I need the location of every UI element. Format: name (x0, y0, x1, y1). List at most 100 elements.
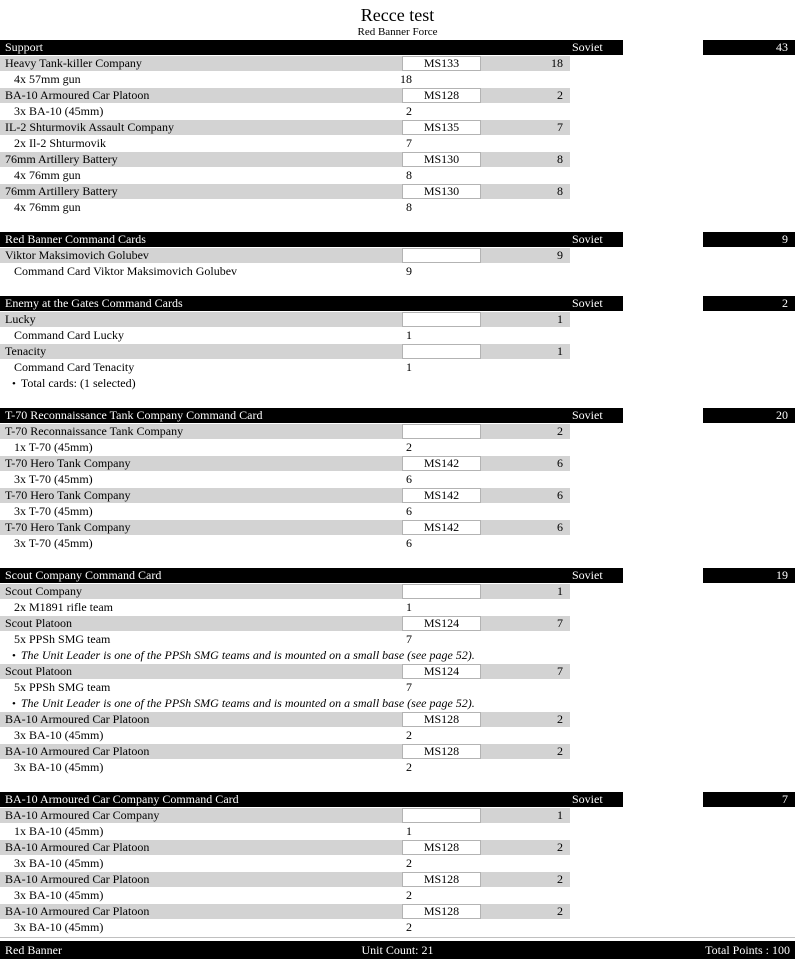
page-subtitle: Red Banner Force (357, 26, 438, 38)
unit-code-box: MS124 (402, 664, 481, 679)
sub-row: 4x 76mm gun 8 (0, 168, 795, 183)
sections: Support Soviet 43 Heavy Tank-killer Company… (0, 40, 795, 935)
unit-points: 2 (481, 872, 570, 887)
sub-row: 1x BA-10 (45mm) 1 (0, 824, 795, 839)
unit-row: BA-10 Armoured Car Platoon MS128 2 (0, 840, 795, 855)
section-header-gap (623, 792, 703, 807)
bullet-icon: • (12, 650, 16, 662)
sub-row: 3x BA-10 (45mm) 2 (0, 888, 795, 903)
sub-row: 3x BA-10 (45mm) 2 (0, 104, 795, 119)
page-title: Recce test (360, 5, 435, 25)
unit-row: IL-2 Shturmovik Assault Company MS135 7 (0, 120, 795, 135)
sub-row: 3x BA-10 (45mm) 2 (0, 760, 795, 775)
unit-code-box: MS142 (402, 520, 481, 535)
unit-points: 18 (481, 56, 570, 71)
sub-item-label: 2x Il-2 Shturmovik (14, 136, 106, 150)
sub-item-label: Command Card Viktor Maksimovich Golubev (14, 264, 238, 278)
section-title: Enemy at the Gates Command Cards (5, 296, 183, 310)
section-nation-label: Soviet (572, 232, 603, 246)
footer-total-points: Total Points : 100 (705, 942, 791, 957)
sub-item-value: 1 (406, 328, 412, 342)
unit-row: Scout Company 1 (0, 584, 795, 599)
section-header-gap (623, 568, 703, 583)
sub-item-label: 4x 57mm gun (14, 72, 81, 86)
unit-code-box: MS128 (402, 904, 481, 919)
sub-item-value: 2 (406, 888, 412, 902)
unit-points: 2 (481, 840, 570, 855)
unit-row: BA-10 Armoured Car Platoon MS128 2 (0, 744, 795, 759)
sub-item-label: 3x BA-10 (45mm) (14, 888, 104, 902)
sub-row: 3x T-70 (45mm) 6 (0, 504, 795, 519)
unit-points: 2 (481, 424, 570, 439)
footer-bar: Red Banner Unit Count: 21 Total Points :… (0, 941, 795, 959)
sub-item-label: 3x T-70 (45mm) (14, 536, 93, 550)
unit-code-box: MS124 (402, 616, 481, 631)
unit-points: 1 (481, 312, 570, 327)
unit-code-box: MS135 (402, 120, 481, 135)
unit-code-box (402, 424, 481, 439)
unit-name: Scout Company (0, 584, 402, 599)
section-nation-label: Soviet (572, 792, 603, 806)
sub-item-value: 7 (406, 136, 412, 150)
unit-name: BA-10 Armoured Car Platoon (0, 904, 402, 919)
unit-name: T-70 Hero Tank Company (0, 456, 402, 471)
unit-name: Tenacity (0, 344, 402, 359)
section-title: T-70 Reconnaissance Tank Company Command… (5, 408, 263, 422)
force-section: BA-10 Armoured Car Company Command Card S… (0, 792, 795, 935)
unit-name: BA-10 Armoured Car Platoon (0, 744, 402, 759)
sub-item-label: 3x T-70 (45mm) (14, 504, 93, 518)
unit-row: BA-10 Armoured Car Platoon MS128 2 (0, 904, 795, 919)
sub-row: 3x BA-10 (45mm) 2 (0, 728, 795, 743)
section-header-gap (623, 296, 703, 311)
sub-item-value: 7 (406, 632, 412, 646)
note-row: • Total cards: (1 selected) (0, 376, 795, 391)
unit-points: 2 (481, 744, 570, 759)
sub-item-value: 2 (406, 760, 412, 774)
unit-name: BA-10 Armoured Car Platoon (0, 872, 402, 887)
section-nation-label: Soviet (572, 568, 603, 582)
section-header: Support Soviet 43 (0, 40, 795, 55)
unit-points: 7 (481, 120, 570, 135)
section-header: Scout Company Command Card Soviet 19 (0, 568, 795, 583)
bullet-icon: • (12, 378, 16, 390)
section-points: 9 (782, 232, 788, 246)
unit-points: 6 (481, 520, 570, 535)
unit-name: Scout Platoon (0, 616, 402, 631)
unit-code-box: MS130 (402, 184, 481, 199)
force-section: Scout Company Command Card Soviet 19 Scout … (0, 568, 795, 775)
sub-item-value: 6 (406, 504, 412, 518)
sub-item-value: 2 (406, 104, 412, 118)
sub-row: Command Card Lucky 1 (0, 328, 795, 343)
unit-name: BA-10 Armoured Car Platoon (0, 712, 402, 727)
sub-item-label: 2x M1891 rifle team (14, 600, 113, 614)
unit-points: 1 (481, 344, 570, 359)
unit-row: T-70 Hero Tank Company MS142 6 (0, 488, 795, 503)
sub-item-label: 3x BA-10 (45mm) (14, 104, 104, 118)
unit-name: BA-10 Armoured Car Company (0, 808, 402, 823)
section-title: Red Banner Command Cards (5, 232, 146, 246)
sub-item-label: Command Card Tenacity (14, 360, 135, 374)
unit-row: 76mm Artillery Battery MS130 8 (0, 152, 795, 167)
unit-points: 7 (481, 616, 570, 631)
sub-item-label: 4x 76mm gun (14, 168, 81, 182)
unit-code-box (402, 312, 481, 327)
footer-unit-count: Unit Count: 21 (361, 942, 434, 957)
unit-name: BA-10 Armoured Car Platoon (0, 840, 402, 855)
unit-name: T-70 Hero Tank Company (0, 488, 402, 503)
sub-item-label: 3x BA-10 (45mm) (14, 728, 104, 742)
sub-item-value: 8 (406, 200, 412, 214)
section-nation-label: Soviet (572, 40, 603, 54)
unit-row: Scout Platoon MS124 7 (0, 664, 795, 679)
section-header: BA-10 Armoured Car Company Command Card S… (0, 792, 795, 807)
sub-item-value: 7 (406, 680, 412, 694)
unit-points: 2 (481, 88, 570, 103)
sub-row: 4x 57mm gun 18 (0, 72, 795, 87)
unit-name: IL-2 Shturmovik Assault Company (0, 120, 402, 135)
section-title: BA-10 Armoured Car Company Command Card (5, 792, 239, 806)
sub-item-label: 4x 76mm gun (14, 200, 81, 214)
unit-name: T-70 Hero Tank Company (0, 520, 402, 535)
sub-row: 5x PPSh SMG team 7 (0, 632, 795, 647)
sub-item-value: 18 (400, 72, 412, 86)
unit-code-box: MS133 (402, 56, 481, 71)
